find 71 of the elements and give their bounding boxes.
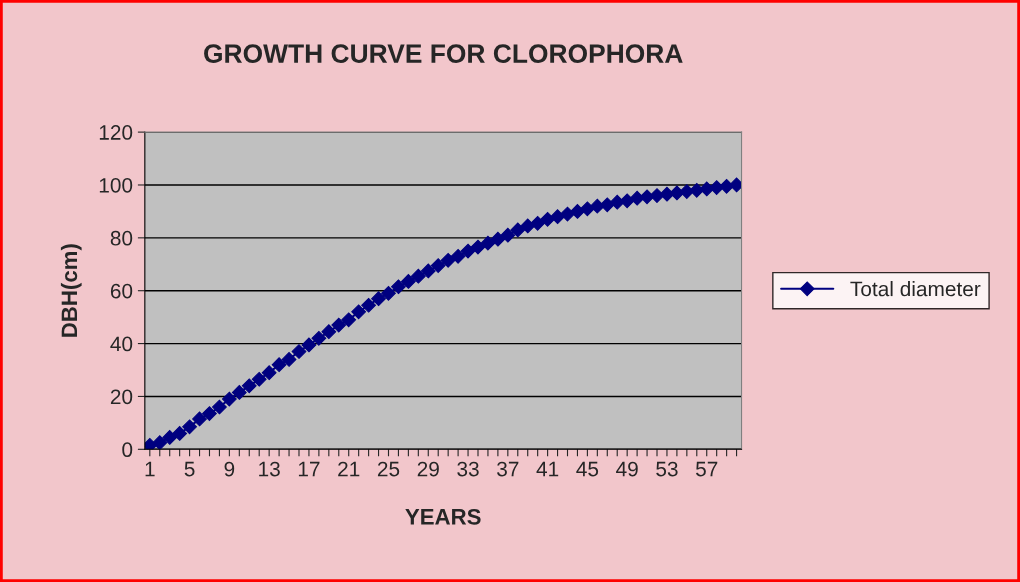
x-tick-label: 17 [298,461,320,477]
x-tick-label: 45 [576,461,599,477]
point [311,330,327,346]
point [490,231,506,247]
point [649,188,665,203]
point [361,297,376,313]
point [440,252,456,268]
point [221,391,237,407]
point [281,352,297,367]
point [231,385,247,400]
point [301,337,317,353]
point [331,317,347,333]
y-axis-title: DBH(cm) [60,244,82,337]
point [570,204,585,219]
point [371,291,386,307]
x-tick-label: 53 [656,461,678,477]
point [430,258,446,273]
x-tick-label: 25 [377,461,400,477]
point [351,304,367,320]
x-tick-label: 57 [695,461,718,477]
x-tick-label: 37 [497,461,519,477]
point [460,243,476,259]
point [619,193,635,209]
point [341,312,357,328]
y-tick-label: 20 [110,389,133,405]
x-tick-label: 41 [536,461,559,477]
point [420,263,436,279]
point [530,215,546,231]
point [410,268,426,284]
y-tick-label: 60 [110,283,133,299]
point [689,182,705,198]
y-tick-label: 80 [110,230,133,246]
x-tick-label: 13 [259,461,280,477]
point [192,411,207,427]
y-tick-label: 40 [110,336,133,352]
x-tick-label: 21 [338,461,360,477]
point [500,227,516,243]
point [291,344,307,359]
point [321,324,337,340]
point [172,426,188,441]
point [271,357,287,373]
legend-label: Total diameter [850,281,981,297]
point [599,197,615,213]
point [202,406,217,422]
point [400,274,416,289]
x-tick-label: 29 [417,461,439,477]
y-tick-label: 0 [122,442,133,458]
x-tick-label: 49 [616,461,638,477]
point [261,365,277,381]
point [212,399,227,415]
point [510,222,526,238]
x-tick-label: 5 [184,461,195,477]
point [251,371,267,387]
point [470,239,486,255]
point [480,235,496,251]
point [182,419,197,435]
point [450,248,466,264]
x-tick-label: 33 [457,461,479,477]
y-tick-label: 100 [99,177,133,193]
point [152,435,168,450]
x-tick-label: 1 [145,461,155,477]
x-axis-title: YEARS [405,508,481,525]
point [162,430,178,445]
point [381,285,396,301]
point [241,378,257,394]
y-tick-label: 120 [99,125,133,140]
chart-title: GROWTH CURVE FOR CLOROPHORA [204,44,683,63]
x-tick-label: 9 [224,461,235,477]
point [560,206,575,222]
point [589,198,605,214]
point [391,279,406,295]
